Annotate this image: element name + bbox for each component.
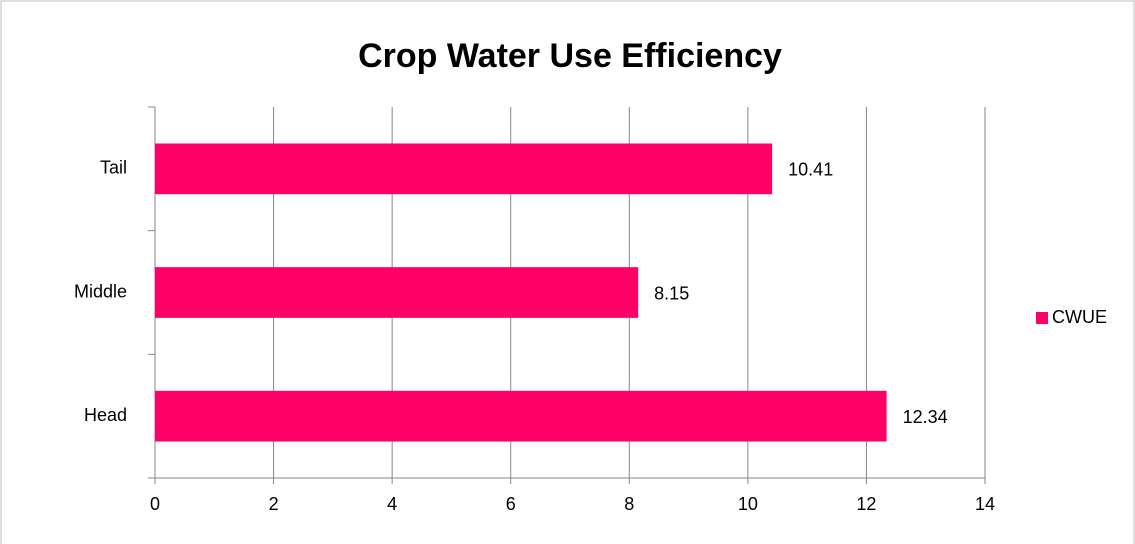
value-label: 10.41 — [788, 160, 833, 180]
bar — [155, 390, 887, 442]
value-label: 12.34 — [903, 407, 948, 427]
x-tick-label: 0 — [150, 494, 160, 514]
chart-title: Crop Water Use Efficiency — [358, 37, 782, 75]
legend-swatch — [1036, 312, 1048, 324]
x-tick-label: 10 — [738, 494, 758, 514]
x-tick-label: 8 — [624, 494, 634, 514]
y-tick-label: Tail — [100, 158, 127, 178]
x-tick-label: 2 — [269, 494, 279, 514]
value-label: 8.15 — [654, 283, 689, 303]
y-tick-label: Head — [84, 405, 127, 425]
y-tick-label: Middle — [74, 281, 127, 301]
legend-label: CWUE — [1052, 307, 1107, 327]
bar — [155, 267, 639, 318]
bar — [155, 143, 773, 195]
x-tick-label: 12 — [856, 494, 876, 514]
x-tick-label: 6 — [506, 494, 516, 514]
x-tick-label: 14 — [975, 494, 995, 514]
x-tick-label: 4 — [387, 494, 397, 514]
